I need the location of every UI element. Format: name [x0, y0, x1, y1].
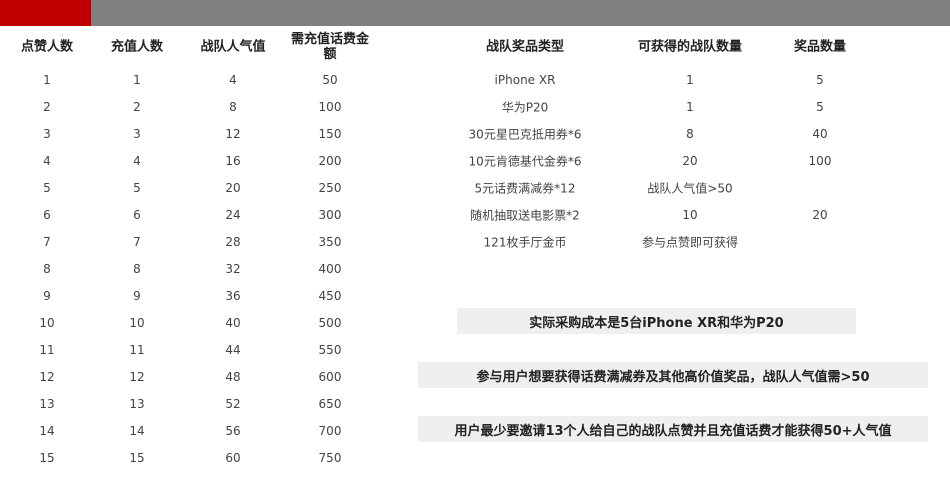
table-cell: 7 [43, 235, 51, 249]
table-cell: 14 [39, 424, 55, 438]
table-cell: 700 [318, 424, 342, 438]
table-cell: 10元肯德基代金券*6 [468, 154, 582, 169]
table-cell: 6 [43, 208, 51, 222]
table-cell: 参与点赞即可获得 [641, 235, 739, 250]
table-cell: 5 [816, 73, 824, 87]
table-cell: 4 [133, 154, 141, 168]
table-cell: 32 [225, 262, 241, 276]
table-cell: 5 [816, 100, 824, 114]
table-cell: 3 [43, 127, 51, 141]
table-cell: 350 [318, 235, 342, 249]
column-header: 战队人气值 [200, 39, 266, 55]
table-cell: 121枚手厅金币 [483, 235, 567, 250]
table-cell: 4 [43, 154, 51, 168]
table-cell: 15 [129, 451, 145, 465]
table-cell: 6 [133, 208, 141, 222]
table-cell: 1 [133, 73, 141, 87]
table-cell: 1 [686, 73, 694, 87]
table-cell: 8 [133, 262, 141, 276]
table-cell: 11 [129, 343, 145, 357]
table-cell: 14 [129, 424, 145, 438]
column-header: 充值人数 [110, 39, 164, 55]
table-cell: 9 [43, 289, 51, 303]
table-cell: 9 [133, 289, 141, 303]
table-cell: 10 [682, 208, 698, 222]
table-cell: 12 [225, 127, 241, 141]
table-cell: 16 [225, 154, 241, 168]
column-header: 点赞人数 [20, 39, 74, 55]
table-cell: 600 [318, 370, 342, 384]
table-cell: 4 [229, 73, 237, 87]
banner-requirement: 参与用户想要获得话费满减券及其他高价值奖品，战队人气值需>50 [418, 362, 928, 388]
table-cell: 400 [318, 262, 342, 276]
table-cell: 750 [318, 451, 342, 465]
table-cell: 200 [318, 154, 342, 168]
banner-minimum: 用户最少要邀请13个人给自己的战队点赞并且充值话费才能获得50+人气值 [418, 416, 928, 442]
table-cell: 15 [39, 451, 55, 465]
table-cell: 7 [133, 235, 141, 249]
table-cell: 20 [682, 154, 698, 168]
table-cell: 10 [39, 316, 55, 330]
table-cell: 2 [133, 100, 141, 114]
table-cell: 500 [318, 316, 342, 330]
top-bar [0, 0, 950, 26]
table-cell: 1 [43, 73, 51, 87]
table-cell: 40 [812, 127, 828, 141]
table-cell: 5 [133, 181, 141, 195]
table-cell: 60 [225, 451, 241, 465]
table-cell: 450 [318, 289, 342, 303]
column-header: 需充值话费金额 [290, 32, 369, 62]
table-cell: 随机抽取送电影票*2 [470, 208, 580, 223]
table-cell: 44 [225, 343, 241, 357]
table-cell: 5 [43, 181, 51, 195]
table-cell: 100 [318, 100, 342, 114]
table-cell: 48 [225, 370, 241, 384]
table-cell: 12 [39, 370, 55, 384]
banner-cost: 实际采购成本是5台iPhone XR和华为P20 [457, 308, 856, 334]
table-cell: 24 [225, 208, 241, 222]
table-cell: 3 [133, 127, 141, 141]
table-cell: 50 [322, 73, 338, 87]
table-cell: 20 [812, 208, 828, 222]
table-cell: 100 [808, 154, 832, 168]
table-cell: 30元星巴克抵用券*6 [468, 127, 582, 142]
table-cell: 20 [225, 181, 241, 195]
column-header: 奖品数量 [793, 39, 847, 55]
column-header: 战队奖品类型 [485, 39, 565, 55]
table-cell: 56 [225, 424, 241, 438]
column-header: 可获得的战队数量 [637, 39, 743, 55]
table-cell: 11 [39, 343, 55, 357]
table-cell: 28 [225, 235, 241, 249]
table-cell: 5元话费满减券*12 [474, 181, 576, 196]
table-cell: 8 [43, 262, 51, 276]
table-cell: 550 [318, 343, 342, 357]
table-cell: 华为P20 [501, 100, 549, 115]
table-cell: 13 [129, 397, 145, 411]
table-cell: 8 [686, 127, 694, 141]
table-cell: 战队人气值>50 [647, 181, 733, 196]
table-cell: 150 [318, 127, 342, 141]
table-cell: iPhone XR [494, 73, 556, 87]
table-cell: 12 [129, 370, 145, 384]
table-cell: 36 [225, 289, 241, 303]
top-bar-accent [0, 0, 91, 26]
table-cell: 2 [43, 100, 51, 114]
table-cell: 40 [225, 316, 241, 330]
table-cell: 650 [318, 397, 342, 411]
table-cell: 250 [318, 181, 342, 195]
table-cell: 8 [229, 100, 237, 114]
table-cell: 300 [318, 208, 342, 222]
table-cell: 10 [129, 316, 145, 330]
table-cell: 13 [39, 397, 55, 411]
table-cell: 1 [686, 100, 694, 114]
table-cell: 52 [225, 397, 241, 411]
